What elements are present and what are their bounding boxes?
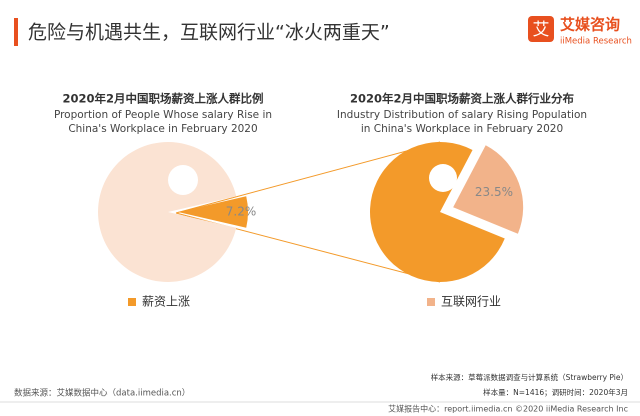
legend-label: 薪资上涨 xyxy=(142,294,190,309)
chart-subtitle: Proportion of People Whose salary Rise i… xyxy=(54,109,272,135)
decoration xyxy=(429,164,457,192)
sample-size: 样本量：N=1416；调研时间：2020年3月 xyxy=(483,387,628,397)
chart-title: 2020年2月中国职场薪资上涨人群行业分布 xyxy=(350,92,575,106)
pie-slice xyxy=(370,142,505,282)
sample-source: 样本来源：草莓派数据调查与计算系统（Strawberry Pie） xyxy=(431,372,628,382)
chart-title: 2020年2月中国职场薪资上涨人群比例 xyxy=(62,92,263,106)
pie-slice xyxy=(453,145,524,234)
data-source: 数据来源：艾媒数据中心（data.iimedia.cn） xyxy=(14,388,190,399)
page-title: 危险与机遇共生，互联网行业“冰火两重天” xyxy=(28,22,390,44)
logo-icon: 艾 xyxy=(533,20,550,40)
connector xyxy=(175,141,441,214)
pie-slice xyxy=(98,142,237,282)
legend-swatch xyxy=(427,298,435,306)
decoration xyxy=(168,165,198,195)
logo-sub: iiMedia Research xyxy=(560,37,632,47)
legend-swatch xyxy=(128,298,136,306)
title-bar xyxy=(14,18,18,46)
logo-name: 艾媒咨询 xyxy=(560,16,620,34)
pie-slice xyxy=(178,196,248,228)
data-label: 23.5% xyxy=(475,185,513,199)
chart-subtitle: Industry Distribution of salary Rising P… xyxy=(337,109,587,135)
legend-label: 互联网行业 xyxy=(441,295,501,309)
data-label: 7.2% xyxy=(226,205,257,219)
report-link: 艾媒报告中心：report.iimedia.cn ©2020 iiMedia R… xyxy=(388,404,628,414)
logo-icon-bg xyxy=(528,16,554,42)
